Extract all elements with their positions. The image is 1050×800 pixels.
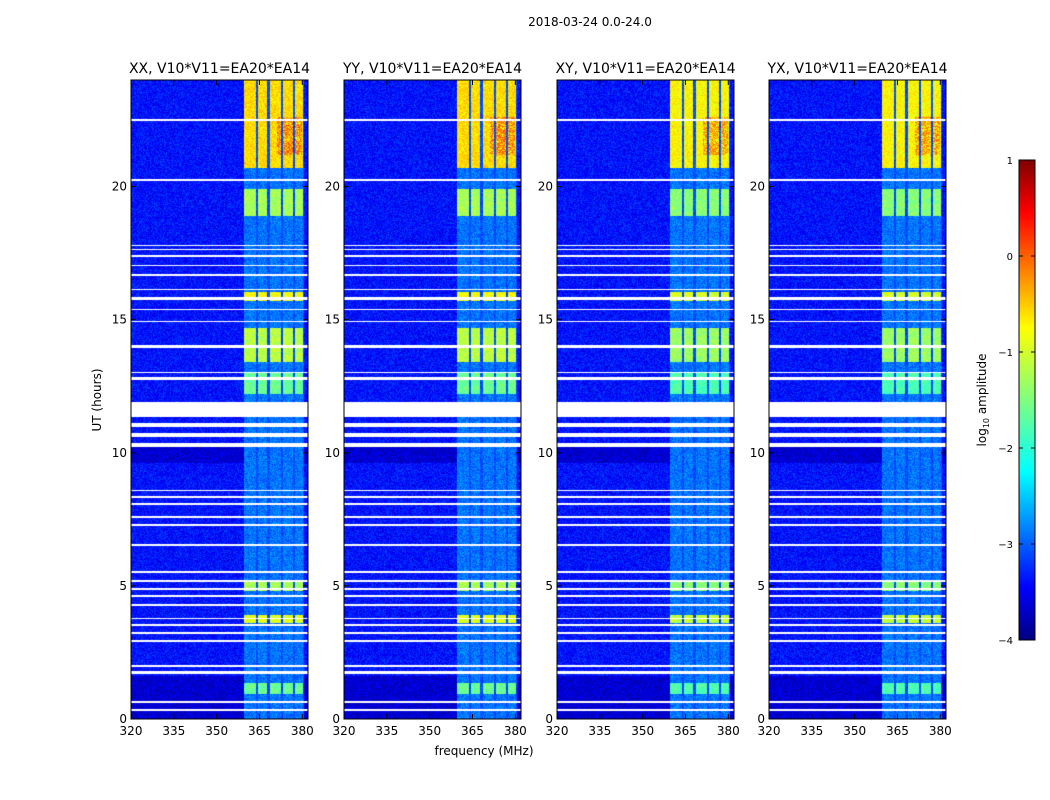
colorbar-tick-label: −2: [998, 444, 1013, 455]
panel-title: YX, V10*V11=EA20*EA14: [766, 61, 947, 77]
y-tick-label: 10: [112, 446, 127, 460]
x-tick-label: 350: [843, 724, 866, 738]
colorbar-tick-label: 0: [1007, 252, 1013, 263]
panels: XX, V10*V11=EA20*EA14 320 335 350 365 380 0 5 10…: [112, 61, 952, 738]
y-tick-label: 0: [757, 712, 765, 726]
colorbar-tick-label: 1: [1007, 156, 1013, 167]
y-tick-label: 20: [112, 180, 127, 194]
panel-frame: [556, 79, 735, 720]
spectrum-image: [769, 80, 946, 719]
panel-title: XX, V10*V11=EA20*EA14: [129, 61, 310, 77]
x-tick-label: 320: [120, 724, 143, 738]
panel-frame: [343, 79, 522, 720]
x-tick-label: 320: [546, 724, 569, 738]
panel-2: YY, V10*V11=EA20*EA14 320 335 350 365 380 0 5 10…: [325, 61, 527, 738]
x-axis-label: frequency (MHz): [434, 744, 533, 758]
panel-frame: [768, 79, 947, 720]
x-tick-label: 380: [717, 724, 740, 738]
x-tick-label: 365: [248, 724, 271, 738]
x-tick-label: 365: [674, 724, 697, 738]
x-tick-label: 380: [929, 724, 952, 738]
panel-1: XX, V10*V11=EA20*EA14 320 335 350 365 380 0 5 10…: [112, 61, 314, 738]
panel-title: YY, V10*V11=EA20*EA14: [342, 61, 522, 77]
x-tick-label: 365: [461, 724, 484, 738]
spectrum-image: [557, 80, 734, 719]
x-tick-label: 320: [758, 724, 781, 738]
x-tick-label: 335: [588, 724, 611, 738]
x-tick-label: 365: [886, 724, 909, 738]
panel-title: XY, V10*V11=EA20*EA14: [555, 61, 735, 77]
y-tick-label: 5: [757, 579, 765, 593]
y-tick-label: 20: [750, 180, 765, 194]
y-tick-label: 0: [119, 712, 127, 726]
x-tick-label: 335: [162, 724, 185, 738]
colorbar-gradient: [1018, 159, 1036, 641]
y-tick-label: 15: [750, 313, 765, 327]
x-tick-label: 350: [205, 724, 228, 738]
y-tick-label: 15: [325, 313, 340, 327]
y-tick-label: 5: [545, 579, 553, 593]
colorbar-label: log10 amplitude: [975, 354, 991, 447]
y-tick-label: 5: [119, 579, 127, 593]
y-axis-label: UT (hours): [90, 368, 104, 431]
y-tick-label: 0: [332, 712, 340, 726]
colorbar: 1 0 −1 −2 −3 −4 log10 amplitude: [975, 156, 1036, 647]
x-tick-label: 350: [631, 724, 654, 738]
y-tick-label: 15: [538, 313, 553, 327]
y-tick-label: 20: [325, 180, 340, 194]
y-tick-label: 0: [545, 712, 553, 726]
y-tick-label: 15: [112, 313, 127, 327]
spectrum-image: [131, 80, 308, 719]
y-tick-label: 10: [325, 446, 340, 460]
x-tick-label: 335: [800, 724, 823, 738]
y-tick-label: 5: [332, 579, 340, 593]
colorbar-ticks: 1 0 −1 −2 −3 −4: [998, 156, 1035, 647]
x-tick-label: 380: [504, 724, 527, 738]
x-tick-label: 380: [291, 724, 314, 738]
panel-3: XY, V10*V11=EA20*EA14 320 335 350 365 380 0 5 10…: [538, 61, 740, 738]
y-tick-label: 20: [538, 180, 553, 194]
colorbar-tick-label: −3: [998, 540, 1013, 551]
figure-suptitle: 2018-03-24 0.0-24.0: [528, 15, 652, 29]
x-tick-label: 335: [375, 724, 398, 738]
x-tick-label: 320: [333, 724, 356, 738]
colorbar-tick-label: −1: [998, 348, 1013, 359]
y-tick-label: 10: [750, 446, 765, 460]
spectrum-image: [344, 80, 521, 719]
panel-4: YX, V10*V11=EA20*EA14 320 335 350 365 380 0 5 10…: [750, 61, 952, 738]
panel-frame: [130, 79, 309, 720]
y-tick-label: 10: [538, 446, 553, 460]
x-tick-label: 350: [418, 724, 441, 738]
colorbar-tick-label: −4: [998, 636, 1013, 647]
